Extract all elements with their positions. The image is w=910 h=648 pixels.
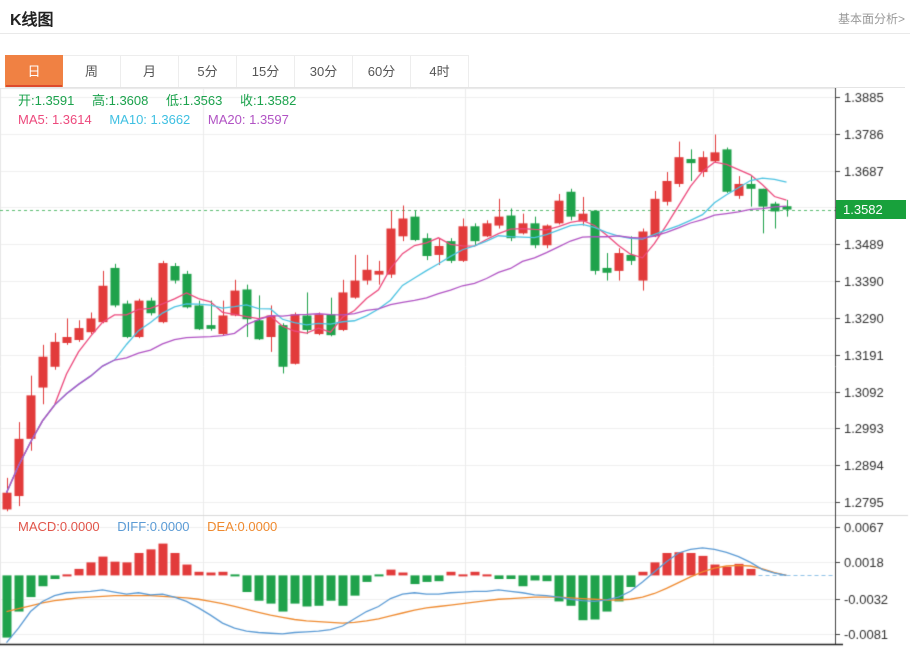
kline-chart-canvas[interactable] — [0, 88, 910, 648]
tab-daily[interactable]: 日 — [5, 55, 63, 87]
header-divider — [0, 33, 910, 34]
tab-weekly[interactable]: 周 — [63, 55, 121, 87]
tab-60min[interactable]: 60分 — [353, 55, 411, 87]
fundamental-analysis-link[interactable]: 基本面分析> — [837, 12, 905, 26]
tab-5min[interactable]: 5分 — [179, 55, 237, 87]
period-tabbar: 日 周 月 5分 15分 30分 60分 4时 — [5, 55, 905, 88]
tab-15min[interactable]: 15分 — [237, 55, 295, 87]
tab-30min[interactable]: 30分 — [295, 55, 353, 87]
tab-4hour[interactable]: 4时 — [411, 55, 469, 87]
chart-area: 开:1.3591 高:1.3608 低:1.3563 收:1.3582 MA5:… — [0, 88, 910, 648]
tab-monthly[interactable]: 月 — [121, 55, 179, 87]
page-title: K线图 — [10, 12, 54, 29]
current-price-tag: 1.3582 — [836, 200, 906, 219]
